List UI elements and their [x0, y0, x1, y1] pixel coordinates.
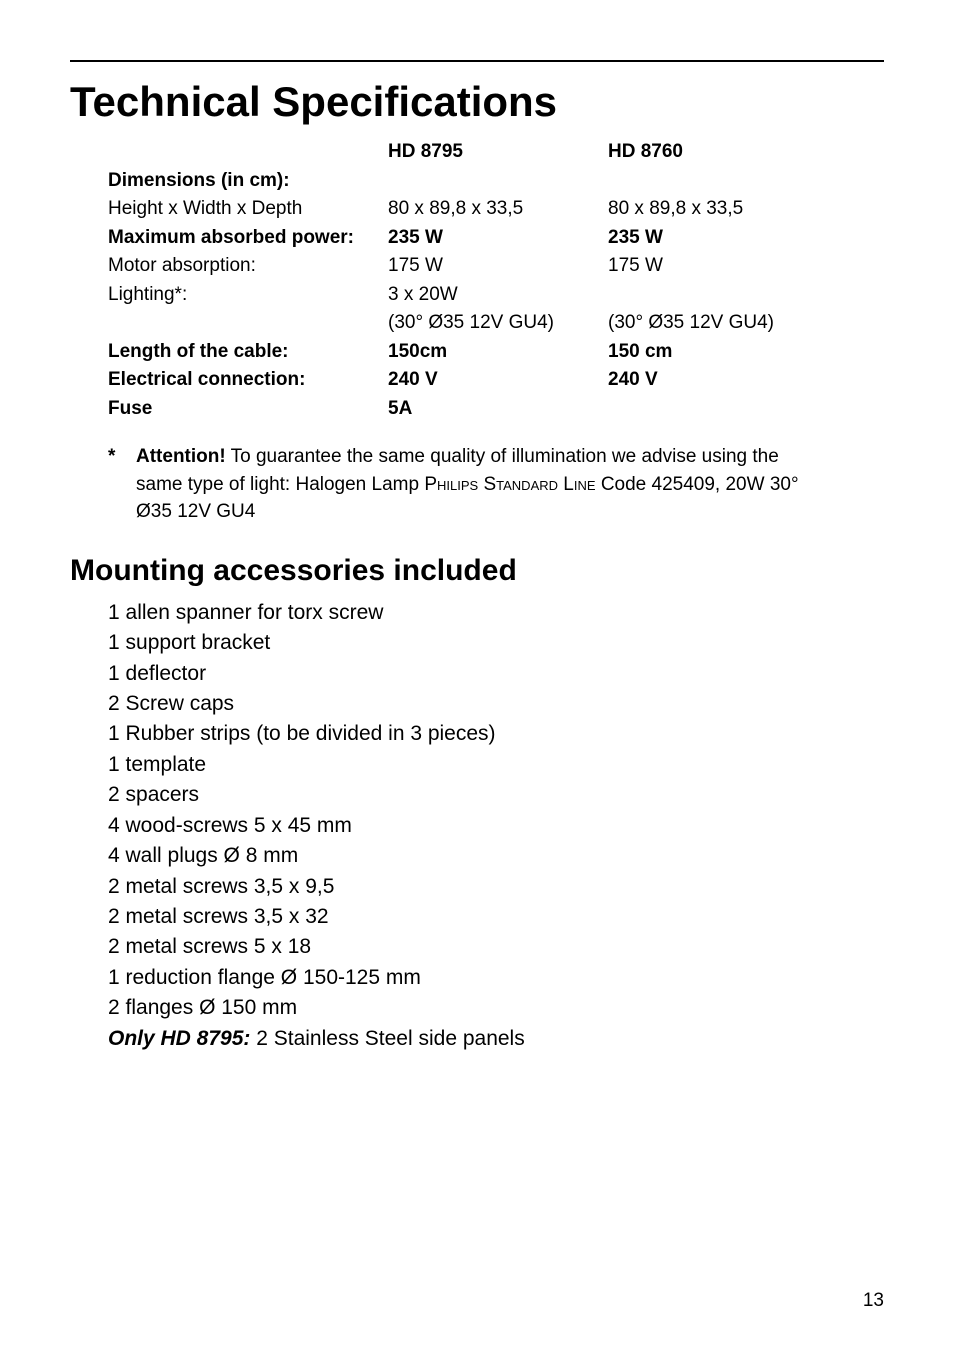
spec-header-model2: HD 8760: [608, 138, 828, 167]
spec-label: Maximum absorbed power:: [108, 224, 388, 253]
spec-value-2: 150 cm: [608, 338, 828, 367]
list-item: 1 allen spanner for torx screw: [108, 598, 884, 628]
spec-value-2: 235 W: [608, 224, 828, 253]
spec-label: Electrical connection:: [108, 366, 388, 395]
list-item: 1 support bracket: [108, 628, 884, 658]
page-number: 13: [863, 1290, 884, 1312]
spec-value-2: 175 W: [608, 252, 828, 281]
list-item: 4 wood-screws 5 x 45 mm: [108, 811, 884, 841]
list-item: 2 metal screws 3,5 x 32: [108, 902, 884, 932]
list-item: 1 Rubber strips (to be divided in 3 piec…: [108, 719, 884, 749]
attention-note: * Attention! To guarantee the same quali…: [108, 443, 884, 526]
spec-value-2: [608, 167, 828, 196]
spec-label: Length of the cable:: [108, 338, 388, 367]
list-item: 2 metal screws 5 x 18: [108, 932, 884, 962]
spec-header-blank: [108, 138, 388, 167]
list-item: 2 spacers: [108, 780, 884, 810]
list-item: 1 deflector: [108, 659, 884, 689]
note-body: Attention! To guarantee the same quality…: [136, 443, 884, 526]
only-hd-rest: 2 Stainless Steel side panels: [250, 1027, 524, 1050]
note-line2-sc: Philips Standard Line: [424, 474, 595, 495]
spec-label: [108, 309, 388, 338]
spec-value-1: (30° Ø35 12V GU4): [388, 309, 608, 338]
spec-value-2: 80 x 89,8 x 33,5: [608, 195, 828, 224]
note-lead: Attention!: [136, 446, 226, 467]
only-hd-em: Only HD 8795:: [108, 1027, 250, 1050]
spec-value-2: [608, 281, 828, 310]
spec-value-1: 3 x 20W: [388, 281, 608, 310]
spec-value-1: 5A: [388, 395, 608, 424]
note-line2-post: Code 425409, 20W 30°: [596, 474, 799, 495]
note-line3: Ø35 12V GU4: [136, 501, 255, 522]
spec-value-1: 175 W: [388, 252, 608, 281]
spec-value-2: [608, 395, 828, 424]
spec-table: HD 8795HD 8760 Dimensions (in cm):Height …: [108, 138, 884, 423]
spec-label: Lighting*:: [108, 281, 388, 310]
spec-value-2: 240 V: [608, 366, 828, 395]
list-item: 2 Screw caps: [108, 689, 884, 719]
main-heading: Technical Specifications: [70, 78, 884, 126]
spec-label: Motor absorption:: [108, 252, 388, 281]
spec-value-1: 150cm: [388, 338, 608, 367]
spec-value-1: 240 V: [388, 366, 608, 395]
spec-label: Fuse: [108, 395, 388, 424]
page: Technical Specifications HD 8795HD 8760 D…: [0, 0, 954, 1352]
top-rule: [70, 60, 884, 62]
note-line1-rest: To guarantee the same quality of illumin…: [226, 446, 779, 467]
spec-header-model1: HD 8795: [388, 138, 608, 167]
list-item: 1 template: [108, 750, 884, 780]
note-line2-pre: same type of light: Halogen Lamp: [136, 474, 424, 495]
list-item: 4 wall plugs Ø 8 mm: [108, 841, 884, 871]
list-item: 2 metal screws 3,5 x 9,5: [108, 872, 884, 902]
list-item: 1 reduction flange Ø 150-125 mm: [108, 963, 884, 993]
list-item-only: Only HD 8795: 2 Stainless Steel side pan…: [108, 1024, 884, 1054]
spec-value-1: [388, 167, 608, 196]
list-item: 2 flanges Ø 150 mm: [108, 993, 884, 1023]
sub-heading: Mounting accessories included: [70, 554, 884, 588]
spec-value-1: 80 x 89,8 x 33,5: [388, 195, 608, 224]
spec-value-1: 235 W: [388, 224, 608, 253]
spec-value-2: (30° Ø35 12V GU4): [608, 309, 828, 338]
spec-label: Dimensions (in cm):: [108, 167, 388, 196]
accessories-list: 1 allen spanner for torx screw1 support …: [108, 598, 884, 1055]
note-star: *: [108, 443, 136, 526]
spec-label: Height x Width x Depth: [108, 195, 388, 224]
